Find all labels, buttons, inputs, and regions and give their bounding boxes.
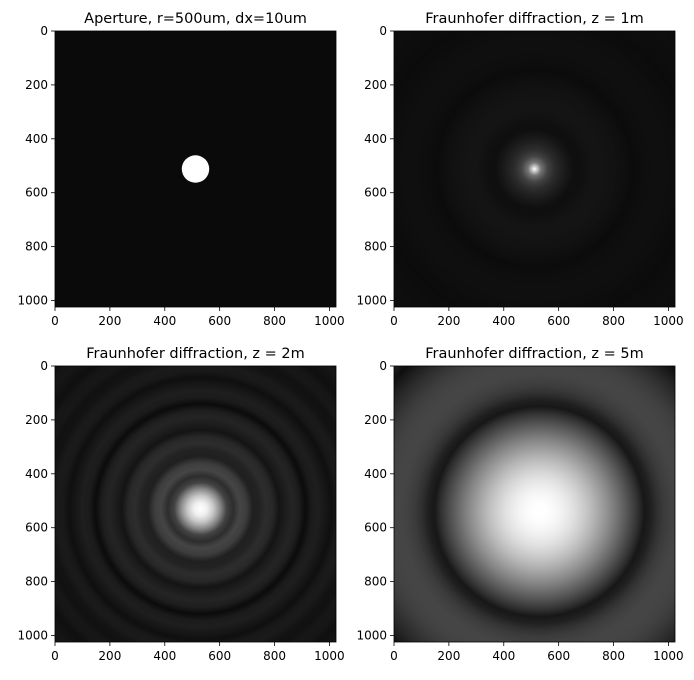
axes-frame: [54, 30, 337, 308]
diffraction-image: [394, 366, 675, 642]
axes-frame: [393, 30, 676, 308]
axes-frame: [393, 365, 676, 643]
aperture-disk: [181, 155, 210, 183]
y-tick-label: 400: [364, 132, 387, 146]
x-tick-label: 0: [390, 649, 398, 663]
x-tick-label: 800: [263, 649, 286, 663]
y-tick-label: 600: [25, 521, 48, 535]
x-tick-label: 1000: [314, 314, 345, 328]
diffraction-image: [394, 31, 675, 307]
y-tick-label: 0: [40, 24, 48, 38]
y-tick-label: 1000: [356, 629, 387, 643]
x-tick-label: 800: [602, 649, 625, 663]
x-tick-label: 200: [98, 314, 121, 328]
x-tick-label: 600: [208, 314, 231, 328]
y-tick-label: 1000: [356, 294, 387, 308]
subplot-3: Fraunhofer diffraction, z = 2m 0 200 400 600…: [17, 346, 344, 663]
y-tick-label: 0: [379, 359, 387, 373]
x-tick-label: 0: [390, 314, 398, 328]
x-tick-label: 400: [153, 649, 176, 663]
subplot-title: Fraunhofer diffraction, z = 1m: [425, 11, 644, 27]
x-tick-label: 1000: [653, 314, 684, 328]
y-tick-label: 1000: [17, 294, 48, 308]
y-tick-label: 400: [364, 467, 387, 481]
y-tick-label: 200: [25, 78, 48, 92]
y-tick-label: 600: [25, 186, 48, 200]
subplot-2: Fraunhofer diffraction, z = 1m 0 200 400 600…: [356, 11, 683, 328]
x-tick-label: 800: [263, 314, 286, 328]
x-tick-label: 0: [51, 314, 59, 328]
y-tick-label: 200: [364, 413, 387, 427]
y-tick-label: 600: [364, 186, 387, 200]
x-tick-label: 200: [437, 314, 460, 328]
subplot-4: Fraunhofer diffraction, z = 5m 0 200 400 600…: [356, 346, 683, 663]
y-tick-label: 0: [379, 24, 387, 38]
y-tick-label: 0: [40, 359, 48, 373]
y-tick-label: 1000: [17, 629, 48, 643]
y-tick-label: 200: [25, 413, 48, 427]
x-tick-label: 600: [547, 314, 570, 328]
x-tick-label: 400: [492, 314, 515, 328]
axes-frame: [54, 365, 337, 643]
x-tick-label: 0: [51, 649, 59, 663]
x-tick-label: 400: [153, 314, 176, 328]
x-tick-label: 400: [492, 649, 515, 663]
y-tick-label: 800: [364, 240, 387, 254]
x-tick-label: 1000: [314, 649, 345, 663]
y-tick-label: 200: [364, 78, 387, 92]
x-tick-label: 600: [208, 649, 231, 663]
x-tick-label: 200: [98, 649, 121, 663]
y-tick-label: 600: [364, 521, 387, 535]
y-tick-label: 400: [25, 132, 48, 146]
y-tick-label: 800: [364, 575, 387, 589]
subplot-title: Fraunhofer diffraction, z = 2m: [86, 346, 305, 362]
diffraction-image: [55, 366, 336, 642]
x-tick-label: 1000: [653, 649, 684, 663]
subplot-1: Aperture, r=500um, dx=10um 0 200 400 600 800 1…: [17, 11, 344, 328]
x-tick-label: 600: [547, 649, 570, 663]
subplot-title: Aperture, r=500um, dx=10um: [84, 11, 307, 27]
y-tick-label: 800: [25, 575, 48, 589]
y-tick-label: 400: [25, 467, 48, 481]
x-tick-label: 800: [602, 314, 625, 328]
subplot-title: Fraunhofer diffraction, z = 5m: [425, 346, 644, 362]
y-tick-label: 800: [25, 240, 48, 254]
x-tick-label: 200: [437, 649, 460, 663]
